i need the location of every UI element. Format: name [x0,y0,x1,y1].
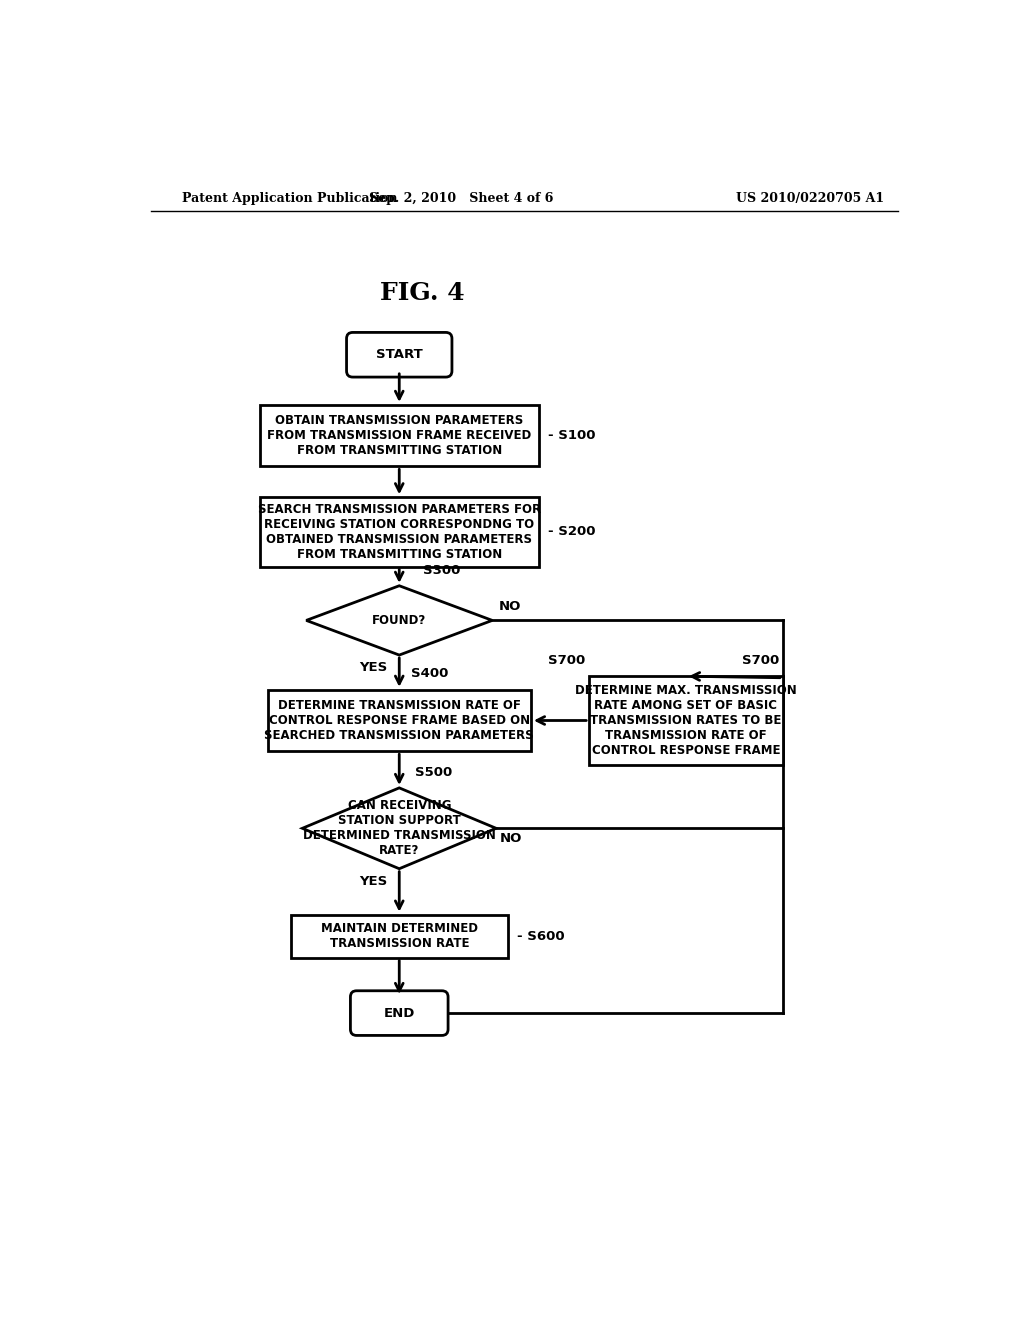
Bar [589,676,783,764]
Text: FIG. 4: FIG. 4 [380,281,465,305]
Text: Sep. 2, 2010   Sheet 4 of 6: Sep. 2, 2010 Sheet 4 of 6 [369,191,553,205]
Bar [291,915,508,958]
Text: DETERMINE MAX. TRANSMISSION
RATE AMONG SET OF BASIC
TRANSMISSION RATES TO BE
TRA: DETERMINE MAX. TRANSMISSION RATE AMONG S… [575,684,797,756]
Text: NO: NO [500,832,522,845]
Bar [260,405,539,466]
Text: S700: S700 [741,653,779,667]
Polygon shape [306,586,493,655]
Text: START: START [376,348,423,362]
Text: END: END [384,1007,415,1019]
FancyBboxPatch shape [346,333,452,378]
Text: YES: YES [359,875,388,888]
Text: - S600: - S600 [517,929,564,942]
Text: - S100: - S100 [548,429,596,442]
Text: NO: NO [499,599,521,612]
Bar [267,689,531,751]
Text: SEARCH TRANSMISSION PARAMETERS FOR
RECEIVING STATION CORRESPONDNG TO
OBTAINED TR: SEARCH TRANSMISSION PARAMETERS FOR RECEI… [258,503,541,561]
Text: DETERMINE TRANSMISSION RATE OF
CONTROL RESPONSE FRAME BASED ON
SEARCHED TRANSMIS: DETERMINE TRANSMISSION RATE OF CONTROL R… [264,700,535,742]
Text: S500: S500 [415,766,452,779]
Polygon shape [302,788,496,869]
Text: US 2010/0220705 A1: US 2010/0220705 A1 [736,191,884,205]
Text: FOUND?: FOUND? [372,614,426,627]
Bar [260,498,539,566]
Text: YES: YES [359,661,388,675]
Text: Patent Application Publication: Patent Application Publication [182,191,397,205]
Text: - S200: - S200 [548,525,596,539]
Text: OBTAIN TRANSMISSION PARAMETERS
FROM TRANSMISSION FRAME RECEIVED
FROM TRANSMITTIN: OBTAIN TRANSMISSION PARAMETERS FROM TRAN… [267,414,531,457]
FancyBboxPatch shape [350,991,449,1035]
Text: S300: S300 [423,564,460,577]
Text: MAINTAIN DETERMINED
TRANSMISSION RATE: MAINTAIN DETERMINED TRANSMISSION RATE [321,923,478,950]
Text: S700: S700 [548,653,586,667]
Text: CAN RECEIVING
STATION SUPPORT
DETERMINED TRANSMISSION
RATE?: CAN RECEIVING STATION SUPPORT DETERMINED… [303,800,496,857]
Text: S400: S400 [411,668,449,681]
